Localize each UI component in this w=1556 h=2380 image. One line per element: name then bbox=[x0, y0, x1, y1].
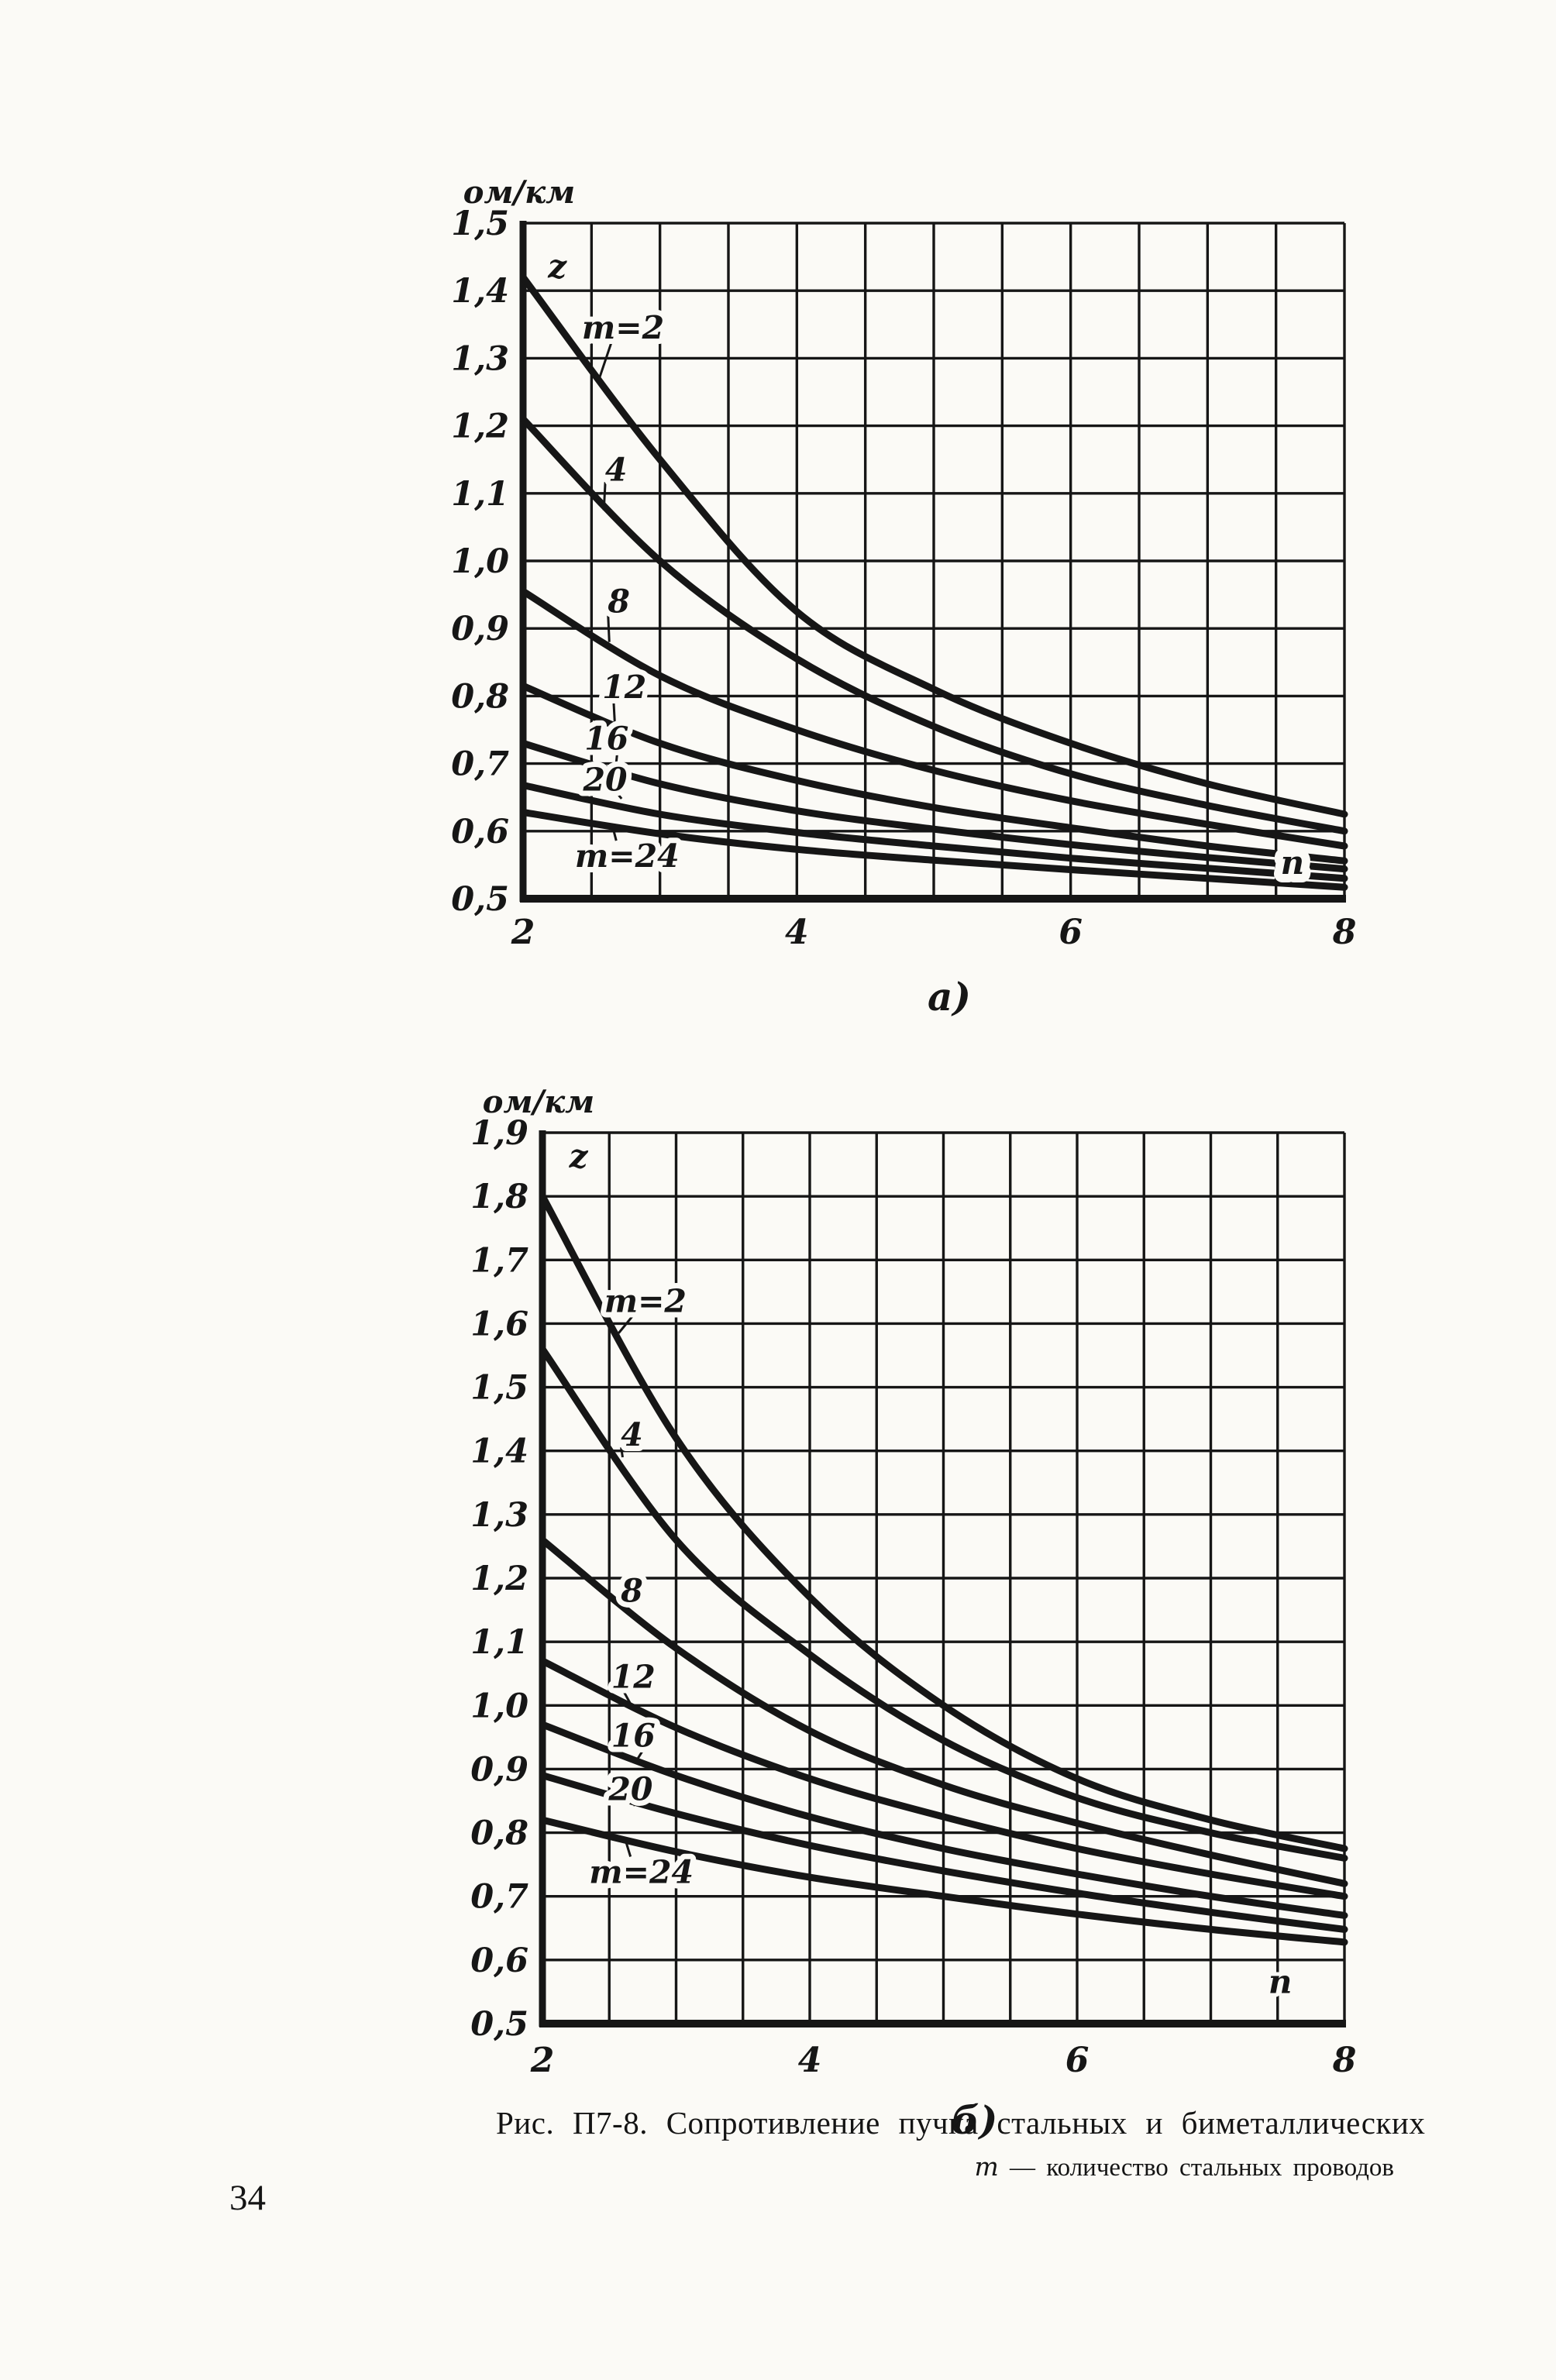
y-tick-label: 1,0 bbox=[470, 1687, 528, 1725]
series-label-leader bbox=[614, 751, 619, 764]
y-tick-label: 1,2 bbox=[470, 1560, 528, 1598]
series-label-m-12: 12 bbox=[611, 1658, 656, 1695]
series-label-m-12: 12 bbox=[602, 669, 646, 706]
series-label-leader bbox=[602, 482, 607, 511]
curve-m-16 bbox=[519, 739, 1348, 873]
figure-caption-line1: Рис. П7-8. Сопротивление пучка стальных … bbox=[496, 2105, 1426, 2141]
unit-label: ом/км bbox=[463, 174, 575, 211]
y-tick-label: 0,6 bbox=[451, 813, 509, 851]
curve-m-2 bbox=[539, 1192, 1348, 1852]
x-tick-label: 2 bbox=[511, 913, 535, 952]
series-label-leader bbox=[620, 1446, 624, 1458]
y-tick-label: 1,4 bbox=[470, 1432, 528, 1471]
x-tick-label: 8 bbox=[1332, 2041, 1357, 2080]
axis-symbol-z: z bbox=[547, 248, 567, 286]
curve-m-8 bbox=[539, 1536, 1348, 1887]
panel-label: б) bbox=[952, 2097, 998, 2143]
x-tick-label: 2 bbox=[530, 2041, 555, 2080]
panel-label: а) bbox=[928, 974, 971, 1020]
series-label-leader bbox=[635, 1747, 645, 1763]
series-label-leader bbox=[614, 791, 623, 800]
series-label-leader bbox=[598, 339, 614, 378]
chart-canvas-a: 1,5 1,4 1,3 1,2 1,1 1,0 0,9 0,8 0,7 0,6 0,52 4 6 8 ом/… bbox=[451, 174, 1357, 1020]
y-tick-label: 1,1 bbox=[451, 475, 509, 514]
figure-caption-line2: m — количество стальных проводов bbox=[496, 2151, 1399, 2182]
caption-line2-text: — количество стальных проводов bbox=[1010, 2154, 1394, 2182]
unit-label: ом/км bbox=[483, 1084, 594, 1120]
x-tick-label: 4 bbox=[798, 2041, 822, 2080]
y-tick-label: 1,5 bbox=[451, 205, 509, 243]
x-tick-label: 6 bbox=[1065, 2041, 1090, 2080]
x-tick-label: 4 bbox=[785, 913, 809, 952]
y-tick-label: 0,8 bbox=[470, 1814, 528, 1853]
y-tick-label: 1,7 bbox=[470, 1241, 528, 1280]
curve-m-2 bbox=[519, 273, 1348, 818]
series-label-m-8: 8 bbox=[607, 583, 630, 620]
series-label-m-24: m=24 bbox=[575, 837, 680, 875]
y-tick-label: 1,1 bbox=[470, 1623, 528, 1662]
y-tick-label: 0,9 bbox=[451, 610, 509, 648]
series-label-m-4: 4 bbox=[621, 1416, 643, 1453]
y-tick-label: 0,5 bbox=[451, 880, 509, 919]
y-tick-label: 1,9 bbox=[470, 1114, 528, 1153]
y-tick-label: 0,5 bbox=[470, 2005, 528, 2044]
curve-m-12 bbox=[539, 1657, 1348, 1900]
series-label-m-8: 8 bbox=[620, 1572, 643, 1609]
curve-m-4 bbox=[519, 415, 1348, 835]
series-label-leader bbox=[620, 1603, 624, 1609]
series-label-m-20: 20 bbox=[582, 762, 628, 799]
y-tick-label: 1,3 bbox=[451, 339, 509, 378]
chart-panel-b: 1,9 1,8 1,7 1,6 1,5 1,4 1,3 1,2 1,1 1,0 0,9 0,8 0,7 0… bbox=[387, 1069, 1488, 2154]
series-label-m-16: 16 bbox=[611, 1718, 656, 1755]
y-tick-label: 1,8 bbox=[470, 1178, 528, 1216]
page-number: 34 bbox=[229, 2178, 266, 2218]
series-label-leader bbox=[621, 1688, 632, 1705]
x-tick-label: 6 bbox=[1059, 913, 1083, 952]
axis-symbol-n: n bbox=[1281, 844, 1305, 882]
series-label-m-4: 4 bbox=[605, 451, 628, 488]
y-tick-label: 0,6 bbox=[470, 1941, 528, 1980]
series-label-leader bbox=[612, 829, 618, 841]
y-tick-label: 1,2 bbox=[451, 408, 509, 446]
y-tick-label: 1,0 bbox=[451, 542, 509, 581]
curve-m-20 bbox=[539, 1772, 1348, 1933]
series-label-leader bbox=[624, 1839, 632, 1857]
y-tick-label: 0,7 bbox=[451, 745, 509, 784]
series-label-leader bbox=[618, 1312, 635, 1334]
series-label-m-24: m=24 bbox=[589, 1854, 694, 1891]
curve-m-20 bbox=[519, 782, 1348, 882]
series-label-m-2: m=2 bbox=[604, 1283, 687, 1320]
x-tick-label: 8 bbox=[1332, 913, 1357, 952]
grid bbox=[522, 222, 1346, 900]
y-tick-label: 1,4 bbox=[451, 272, 509, 311]
series-label-m-16: 16 bbox=[584, 720, 628, 757]
series-label-leader bbox=[632, 1800, 642, 1807]
series-label-m-2: m=2 bbox=[582, 309, 664, 346]
y-tick-label: 1,6 bbox=[470, 1305, 528, 1343]
y-tick-label: 0,8 bbox=[451, 677, 509, 716]
axis-symbol-n: n bbox=[1269, 1963, 1293, 2001]
chart-panel-a: 1,5 1,4 1,3 1,2 1,1 1,0 0,9 0,8 0,7 0,6 0,5 2 4 6 8 ом/… bbox=[387, 155, 1488, 1069]
curve-m-16 bbox=[539, 1721, 1348, 1919]
y-tick-label: 0,7 bbox=[470, 1878, 528, 1917]
series-label-m-20: 20 bbox=[608, 1771, 653, 1808]
y-tick-label: 1,3 bbox=[470, 1496, 528, 1535]
curve-m-24 bbox=[539, 1816, 1348, 1946]
chart-canvas-b: 1,9 1,8 1,7 1,6 1,5 1,4 1,3 1,2 1,1 1,0 0,9 0,8 0,7 0… bbox=[470, 1084, 1357, 2143]
curve-m-24 bbox=[519, 808, 1348, 891]
curve-m-8 bbox=[519, 587, 1348, 850]
caption-symbol-m: m bbox=[974, 2151, 999, 2182]
series-label-leader bbox=[607, 614, 611, 642]
curve-m-12 bbox=[519, 682, 1348, 865]
series-label-leader bbox=[612, 699, 616, 724]
curve-m-4 bbox=[539, 1345, 1348, 1862]
y-tick-label: 1,5 bbox=[470, 1369, 528, 1408]
y-tick-label: 0,9 bbox=[470, 1750, 528, 1789]
axis-symbol-z: z bbox=[569, 1137, 589, 1175]
figure-caption: Рис. П7-8. Сопротивление пучка стальных … bbox=[496, 2104, 1426, 2182]
